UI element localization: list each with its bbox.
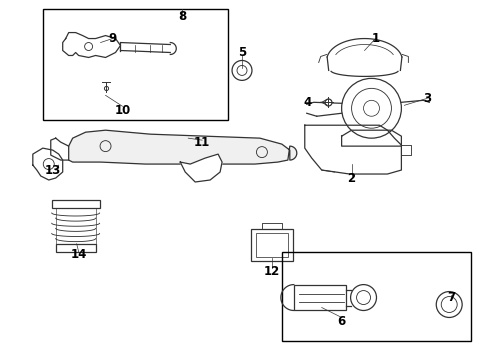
Bar	[43, 9, 228, 120]
Polygon shape	[305, 125, 401, 174]
Text: 8: 8	[178, 10, 186, 23]
Text: 9: 9	[108, 32, 117, 45]
Text: 2: 2	[347, 171, 356, 185]
Text: 13: 13	[45, 163, 61, 176]
Text: 11: 11	[194, 136, 210, 149]
Bar	[52, 200, 99, 208]
Text: 12: 12	[264, 265, 280, 278]
Text: 14: 14	[71, 248, 87, 261]
Polygon shape	[69, 130, 297, 164]
Text: 3: 3	[423, 92, 431, 105]
Text: 1: 1	[371, 32, 380, 45]
Bar	[251, 229, 293, 261]
Polygon shape	[180, 154, 222, 182]
Text: 4: 4	[304, 96, 312, 109]
Text: 6: 6	[338, 315, 346, 328]
Polygon shape	[33, 148, 63, 180]
Text: 7: 7	[447, 291, 455, 304]
Text: 5: 5	[238, 46, 246, 59]
Bar	[56, 244, 96, 252]
Bar	[294, 285, 345, 310]
Text: 10: 10	[114, 104, 131, 117]
Bar	[282, 252, 471, 341]
Bar	[256, 233, 288, 257]
